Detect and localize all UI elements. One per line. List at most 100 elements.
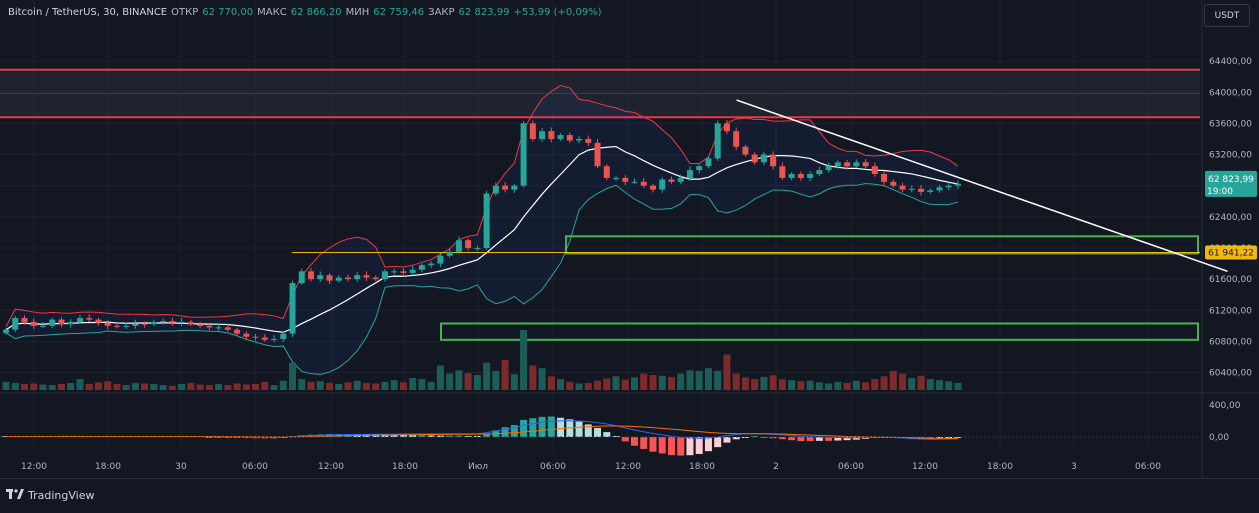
candle-body [696,166,703,171]
macd-histogram-bar [529,418,537,437]
volume-bar [178,384,186,390]
volume-bar [150,384,158,390]
candle-body [751,154,758,163]
candle-body [113,325,120,327]
candle-body [261,337,268,340]
volume-bar [335,384,343,390]
time-tick-label: 18:00 [392,462,418,472]
candle-body [881,174,888,182]
candle-body [437,255,444,264]
time-tick-label: 18:00 [987,462,1013,472]
macd-histogram-bar [547,416,555,437]
volume-bar [640,373,648,390]
candle-body [594,142,601,167]
time-tick-label: 30 [175,462,187,472]
candle-body [39,325,46,327]
volume-bar [899,373,907,390]
volume-bar [399,382,407,390]
volume-bar [889,370,897,390]
macd-histogram-bar [215,437,223,438]
tradingview-logo-icon [6,488,24,502]
macd-histogram-bar [483,434,491,437]
candle-body [252,336,259,338]
last-price-badge [1205,170,1257,197]
macd-histogram-bar [224,437,232,438]
candle-body [354,275,361,280]
macd-histogram-bar [834,437,842,441]
candle-body [492,185,499,194]
candle-body [335,277,342,281]
symbol-name[interactable]: Bitcoin / TetherUS, 30, BINANCE [8,7,168,18]
candle-body [908,188,915,190]
volume-bar [649,375,657,390]
candle-body [686,170,693,178]
volume-bar [168,385,176,390]
volume-bar [760,376,768,390]
candle-body [668,179,675,182]
volume-bar [815,382,823,390]
currency-button[interactable]: USDT [1204,4,1250,27]
signal-line [6,425,959,440]
macd-histogram-bar [852,437,860,440]
volume-bar [594,380,602,390]
bollinger-basis-line [5,145,959,333]
volume-bar [418,379,426,390]
volume-bar [446,373,454,390]
candle-body [816,170,823,175]
candle-body [391,271,398,273]
volume-bar [667,376,675,390]
volume-bar [187,382,195,390]
low-label: МИН [345,7,370,18]
price-tick-label: 63200,00 [1209,151,1252,161]
candle-body [733,131,740,147]
candle-body [95,319,102,323]
volume-bar [48,385,56,390]
macd-histogram-bar [769,437,777,439]
time-tick-label: 12:00 [615,462,641,472]
time-tick-label: 12:00 [318,462,344,472]
volume-bar [85,384,93,390]
macd-histogram-bar [464,435,472,437]
candle-body [280,333,287,340]
macd-histogram-bar [575,421,583,437]
candle-body [446,251,453,256]
macd-histogram-bar [594,427,602,437]
marker-price-badge [1205,245,1257,260]
macd-histogram-bar [621,437,629,442]
candle-body [409,269,416,273]
volume-bar [39,384,47,390]
time-tick-label: Июл [468,462,488,472]
macd-histogram-bar [806,437,814,442]
volume-bar [926,379,934,390]
macd-histogram-bar [797,437,805,442]
candle-body [187,321,194,325]
volume-bar [131,382,139,390]
volume-bar [612,376,620,390]
macd-histogram-bar [815,437,823,441]
macd-histogram-bar [381,434,389,437]
volume-bar [806,380,814,390]
volume-bar [936,380,944,390]
candle-body [520,123,527,186]
time-tick-label: 18:00 [95,462,121,472]
volume-bar [316,381,324,390]
candle-body [770,154,777,167]
candle-body [723,123,730,132]
footer-bar: TradingView [0,478,1259,510]
volume-bar [289,362,297,390]
candle-body [215,327,222,329]
volume-bar [769,375,777,390]
volume-bar [464,373,472,390]
volume-bar [557,379,565,390]
time-tick-label: 3 [1071,462,1077,472]
time-tick-label: 18:00 [689,462,715,472]
macd-histogram-bar [945,437,953,439]
candle-body [381,271,388,280]
volume-bar [20,384,28,390]
brand[interactable]: TradingView [6,488,94,502]
macd-histogram-bar [686,437,694,456]
candle-body [21,318,28,322]
macd-histogram-bar [649,437,657,452]
